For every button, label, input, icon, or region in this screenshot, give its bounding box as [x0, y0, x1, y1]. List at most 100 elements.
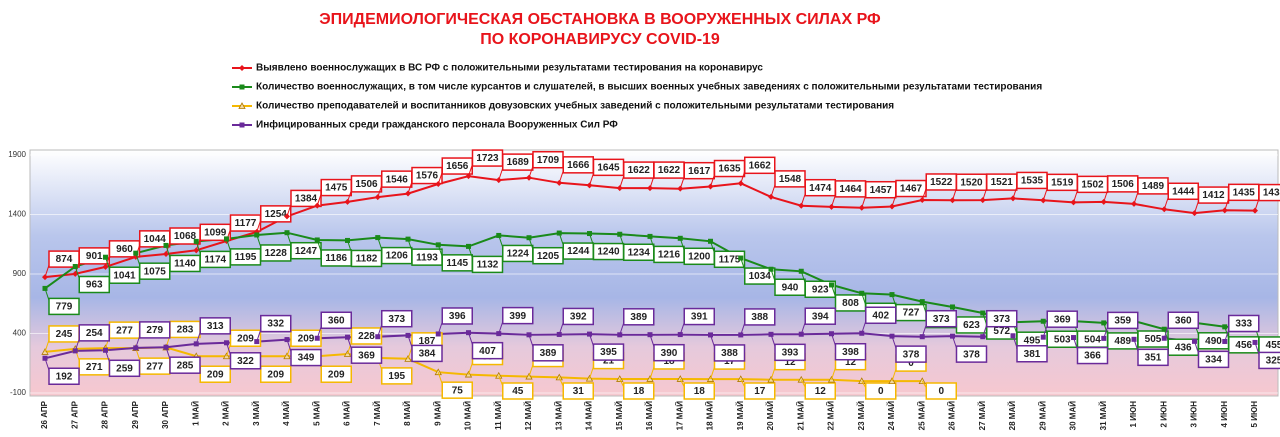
marker [1161, 206, 1168, 213]
data-label: 1617 [688, 166, 711, 177]
label-box [441, 381, 473, 399]
data-label: 1709 [537, 155, 560, 166]
marker [495, 371, 503, 379]
x-tick-label: 23 МАЙ [857, 401, 866, 431]
y-tick-label: -100 [10, 388, 27, 397]
data-label: 209 [207, 369, 224, 380]
data-label: 572 [993, 326, 1010, 337]
data-label: 351 [1145, 352, 1162, 363]
label-box [199, 223, 231, 242]
x-tick-label: 14 МАЙ [585, 401, 594, 431]
data-label: 1145 [446, 258, 468, 269]
x-tick-label: 29 АПР [131, 400, 140, 429]
data-label: 322 [237, 356, 254, 367]
data-label: 1175 [719, 254, 741, 265]
label-box [744, 308, 776, 326]
label-box [1016, 345, 1048, 363]
legend-marker [239, 122, 245, 128]
label-box [1076, 346, 1109, 365]
data-label: 369 [358, 350, 375, 361]
x-tick-label: 5 ИЮН [1250, 401, 1259, 428]
label-box [955, 345, 988, 363]
data-label: 1412 [1202, 190, 1225, 201]
data-label: 901 [86, 251, 103, 262]
data-label: 285 [177, 360, 194, 371]
data-label: 455 [1266, 340, 1280, 351]
marker [858, 377, 866, 384]
label-box [471, 255, 504, 274]
label-box [804, 307, 836, 325]
data-label: 192 [56, 371, 73, 382]
label-box [713, 250, 746, 269]
label-box [1228, 314, 1260, 333]
data-label: 1132 [477, 260, 499, 271]
x-tick-label: 2 ИЮН [1159, 401, 1168, 428]
data-label: 366 [1084, 351, 1101, 362]
x-tick-label: 12 МАЙ [524, 401, 533, 431]
x-tick-label: 21 МАЙ [796, 401, 805, 431]
legend-marker [239, 65, 245, 71]
data-label: 75 [452, 385, 464, 396]
label-box [48, 367, 80, 386]
legend-label: Инфицированных среди гражданского персон… [256, 119, 618, 131]
data-label: 504 [1084, 334, 1101, 345]
data-label: 209 [298, 333, 315, 344]
data-label: 187 [419, 336, 436, 347]
chart-title: ЭПИДЕМИОЛОГИЧЕСКАЯ ОБСТАНОВКА В ВООРУЖЕН… [319, 11, 881, 28]
label-box [925, 309, 957, 328]
data-label: 1228 [265, 248, 288, 259]
x-tick-label: 10 МАЙ [464, 401, 473, 431]
y-tick-label: 900 [13, 269, 27, 278]
data-label: 384 [419, 349, 436, 360]
x-tick-label: 26 АПР [40, 400, 49, 429]
data-label: 31 [573, 386, 585, 397]
data-label: 325 [1266, 356, 1280, 367]
label-box [350, 346, 383, 364]
data-label: 333 [1235, 319, 1252, 330]
x-tick-label: 4 МАЙ [282, 401, 291, 426]
data-label: 1662 [749, 160, 772, 171]
data-label: 349 [298, 353, 315, 364]
data-label: 21 [603, 356, 615, 367]
data-label: 1244 [567, 246, 590, 257]
label-box [169, 356, 201, 374]
data-label: 1489 [1142, 181, 1165, 192]
data-label: 17 [754, 386, 766, 397]
label-box [1137, 348, 1169, 367]
x-tick-label: 28 АПР [101, 400, 110, 429]
label-box [502, 306, 534, 325]
data-label: 1099 [204, 227, 227, 238]
label-box [804, 280, 836, 299]
legend-label: Выявлено военнослужащих в ВС РФ с положи… [256, 63, 763, 74]
data-label: 392 [570, 312, 587, 323]
label-box [108, 240, 141, 258]
data-label: 874 [56, 254, 73, 265]
label-box [381, 367, 413, 385]
data-label: 209 [328, 369, 345, 380]
data-label: 373 [388, 314, 405, 325]
data-label: 1193 [416, 252, 438, 263]
label-box [290, 189, 322, 208]
data-label: 963 [86, 280, 103, 291]
data-label: 332 [267, 319, 284, 330]
data-label: 396 [449, 311, 466, 322]
marker [676, 375, 684, 382]
x-tick-label: 26 МАЙ [948, 401, 957, 431]
x-tick-label: 31 МАЙ [1099, 401, 1108, 431]
data-label: 398 [842, 347, 859, 358]
label-box [229, 352, 262, 370]
data-label: 389 [540, 348, 557, 359]
data-label: 1444 [1172, 186, 1195, 197]
label-box [381, 309, 413, 328]
series-line [44, 346, 923, 383]
label-box [744, 267, 776, 285]
x-tick-label: 1 МАЙ [191, 401, 200, 426]
data-label: 373 [933, 314, 950, 325]
data-label: 1723 [476, 153, 499, 164]
data-label: 12 [845, 357, 857, 368]
data-label: 12 [815, 386, 827, 397]
x-tick-label: 8 МАЙ [403, 401, 412, 426]
legend-label: Количество преподавателей и воспитаннико… [256, 100, 894, 112]
label-box [744, 156, 776, 175]
